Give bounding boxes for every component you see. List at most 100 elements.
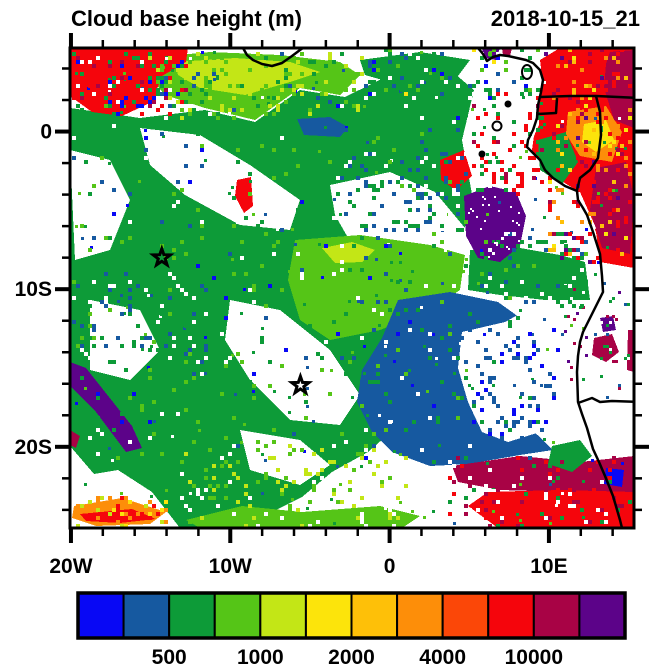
speckle (128, 500, 132, 504)
speckle (96, 452, 100, 456)
speckle (180, 288, 184, 292)
speckle (153, 420, 156, 423)
speckle (128, 76, 132, 80)
speckle (201, 51, 204, 54)
speckle (616, 208, 620, 212)
speckle (172, 72, 176, 76)
speckle (164, 88, 168, 92)
speckle (228, 111, 231, 114)
speckle (576, 248, 580, 252)
speckle (576, 76, 580, 80)
speckle (411, 384, 414, 387)
speckle (620, 144, 624, 148)
speckle (84, 352, 88, 356)
speckle (352, 244, 356, 248)
speckle (108, 504, 112, 508)
speckle (296, 468, 300, 472)
speckle (588, 520, 592, 524)
speckle (392, 228, 396, 232)
speckle (528, 424, 532, 428)
speckle (588, 504, 592, 508)
speckle (261, 96, 264, 99)
speckle (448, 252, 452, 256)
speckle (388, 504, 392, 508)
speckle (256, 76, 260, 80)
speckle (291, 498, 294, 501)
speckle (484, 240, 488, 244)
speckle (472, 420, 476, 424)
speckle (408, 52, 412, 56)
speckle (304, 516, 308, 520)
speckle (138, 180, 141, 183)
speckle (624, 76, 628, 80)
speckle (416, 264, 420, 268)
speckle (390, 279, 393, 282)
speckle (132, 340, 136, 344)
speckle (172, 276, 176, 280)
speckle (160, 412, 164, 416)
speckle (228, 252, 232, 256)
colorbar-cell (259, 592, 307, 639)
speckle (484, 388, 488, 392)
speckle (482, 196, 484, 198)
speckle (162, 363, 165, 366)
speckle (548, 372, 552, 376)
speckle (568, 252, 572, 256)
speckle (524, 492, 528, 496)
speckle (428, 348, 432, 352)
speckle (124, 52, 128, 56)
speckle (594, 333, 597, 336)
speckle (500, 160, 504, 164)
speckle (436, 420, 440, 424)
speckle (276, 104, 280, 108)
speckle (76, 284, 80, 288)
speckle (400, 88, 404, 92)
speckle (160, 452, 164, 456)
speckle (488, 160, 492, 164)
speckle (308, 108, 312, 112)
speckle (276, 464, 280, 468)
speckle (183, 327, 186, 330)
speckle (368, 360, 372, 364)
speckle (412, 344, 416, 348)
speckle (484, 356, 488, 360)
speckle (120, 56, 124, 60)
speckle (496, 88, 500, 92)
speckle (164, 60, 168, 64)
speckle (380, 484, 384, 488)
speckle (492, 384, 495, 387)
speckle (616, 124, 620, 128)
speckle (140, 344, 144, 348)
speckle (432, 244, 436, 248)
speckle (188, 480, 192, 484)
speckle (284, 304, 288, 308)
speckle (148, 336, 152, 340)
speckle (520, 280, 524, 284)
speckle (184, 504, 188, 508)
speckle (172, 204, 176, 208)
speckle (128, 312, 132, 316)
speckle (268, 384, 272, 388)
speckle (608, 220, 612, 224)
speckle (524, 360, 528, 364)
speckle (280, 460, 284, 464)
speckle (104, 300, 108, 304)
speckle (244, 272, 248, 276)
speckle (292, 92, 296, 96)
speckle (232, 444, 236, 448)
speckle (416, 224, 420, 228)
speckle (496, 244, 498, 246)
speckle (456, 188, 460, 192)
speckle (138, 381, 141, 384)
speckle (556, 488, 560, 492)
speckle (428, 220, 432, 224)
speckle (126, 204, 129, 207)
speckle (216, 112, 220, 116)
speckle (120, 80, 124, 84)
speckle (597, 192, 600, 195)
speckle (584, 160, 588, 164)
speckle (624, 236, 628, 240)
speckle (564, 330, 567, 333)
speckle (165, 489, 168, 492)
speckle (304, 400, 308, 404)
